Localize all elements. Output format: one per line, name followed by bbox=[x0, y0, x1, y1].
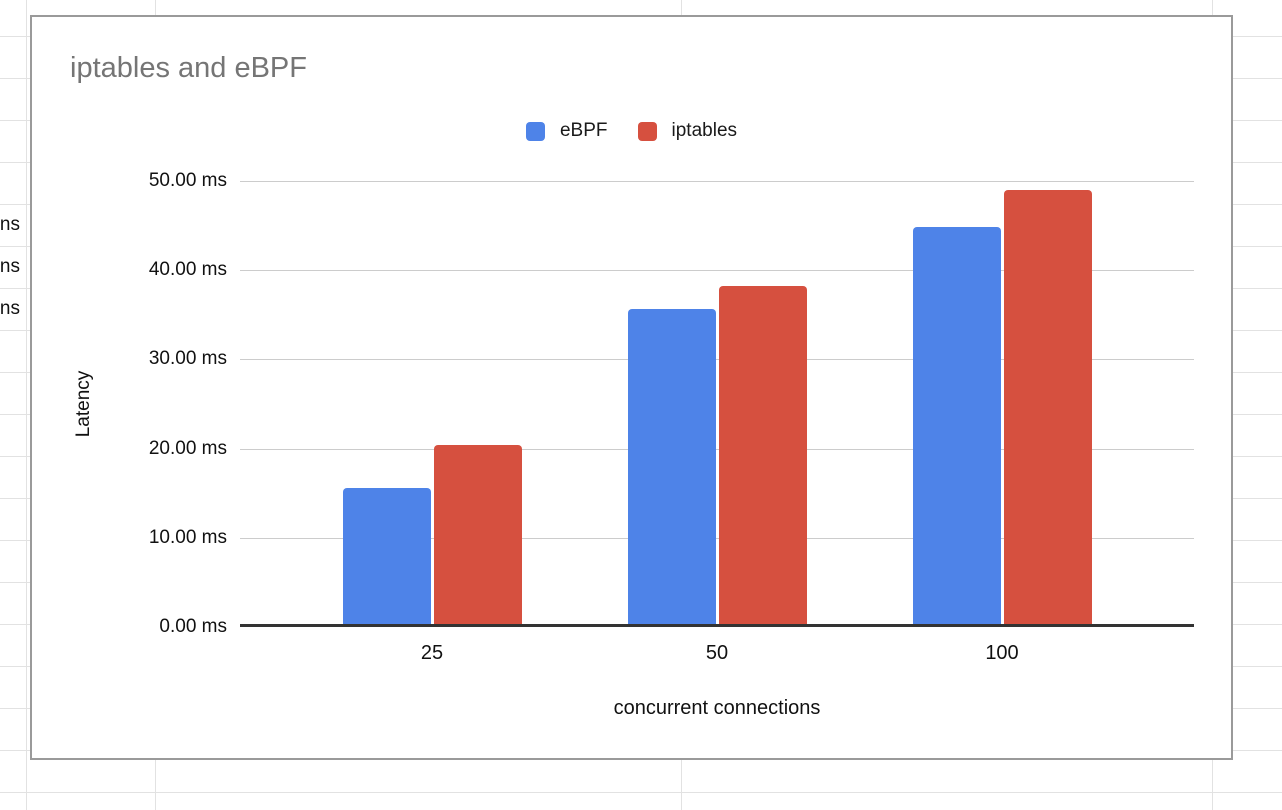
chart-title: iptables and eBPF bbox=[70, 52, 307, 84]
y-tick-label: 50.00 ms bbox=[148, 170, 227, 191]
plot-gridline bbox=[240, 359, 1194, 361]
plot-gridline bbox=[240, 537, 1194, 539]
bar-iptables-100 bbox=[1003, 190, 1092, 627]
y-axis-title: Latency bbox=[73, 370, 94, 438]
bar-eBPF-50 bbox=[627, 309, 716, 627]
chart-card[interactable]: iptables and eBPF eBPF iptables Latency 5… bbox=[30, 15, 1233, 760]
background-cell-text: ns bbox=[0, 298, 20, 319]
plot-gridline bbox=[240, 448, 1194, 450]
x-axis-title: concurrent connections bbox=[613, 697, 821, 719]
x-tick-label: 50 bbox=[705, 642, 729, 664]
background-cell-text: ns bbox=[0, 256, 20, 277]
y-tick-label: 0.00 ms bbox=[159, 616, 227, 637]
x-axis-line bbox=[240, 624, 1194, 627]
x-tick-label: 25 bbox=[420, 642, 444, 664]
plot-gridline bbox=[240, 270, 1194, 272]
y-tick-label: 40.00 ms bbox=[148, 259, 227, 281]
sheet-row-line bbox=[0, 792, 1282, 793]
legend-item-iptables: iptables bbox=[637, 120, 738, 142]
legend-label: eBPF bbox=[559, 120, 608, 141]
chart-legend: eBPF iptables bbox=[32, 120, 1231, 142]
legend-swatch-icon bbox=[637, 121, 657, 141]
plot-gridline bbox=[240, 181, 1194, 182]
bar-iptables-25 bbox=[433, 445, 522, 627]
legend-swatch-icon bbox=[525, 121, 545, 141]
plot-area bbox=[240, 181, 1194, 627]
sheet-column-line bbox=[26, 0, 27, 810]
background-cell-text: ns bbox=[0, 214, 20, 235]
bar-iptables-50 bbox=[718, 286, 807, 627]
x-tick-label: 100 bbox=[985, 642, 1019, 664]
y-tick-label: 30.00 ms bbox=[148, 348, 227, 370]
legend-label: iptables bbox=[671, 120, 738, 141]
bar-eBPF-100 bbox=[912, 227, 1001, 627]
y-tick-label: 20.00 ms bbox=[148, 437, 227, 459]
y-tick-label: 10.00 ms bbox=[148, 526, 227, 548]
legend-item-eBPF: eBPF bbox=[525, 120, 608, 142]
bar-eBPF-25 bbox=[342, 488, 431, 627]
